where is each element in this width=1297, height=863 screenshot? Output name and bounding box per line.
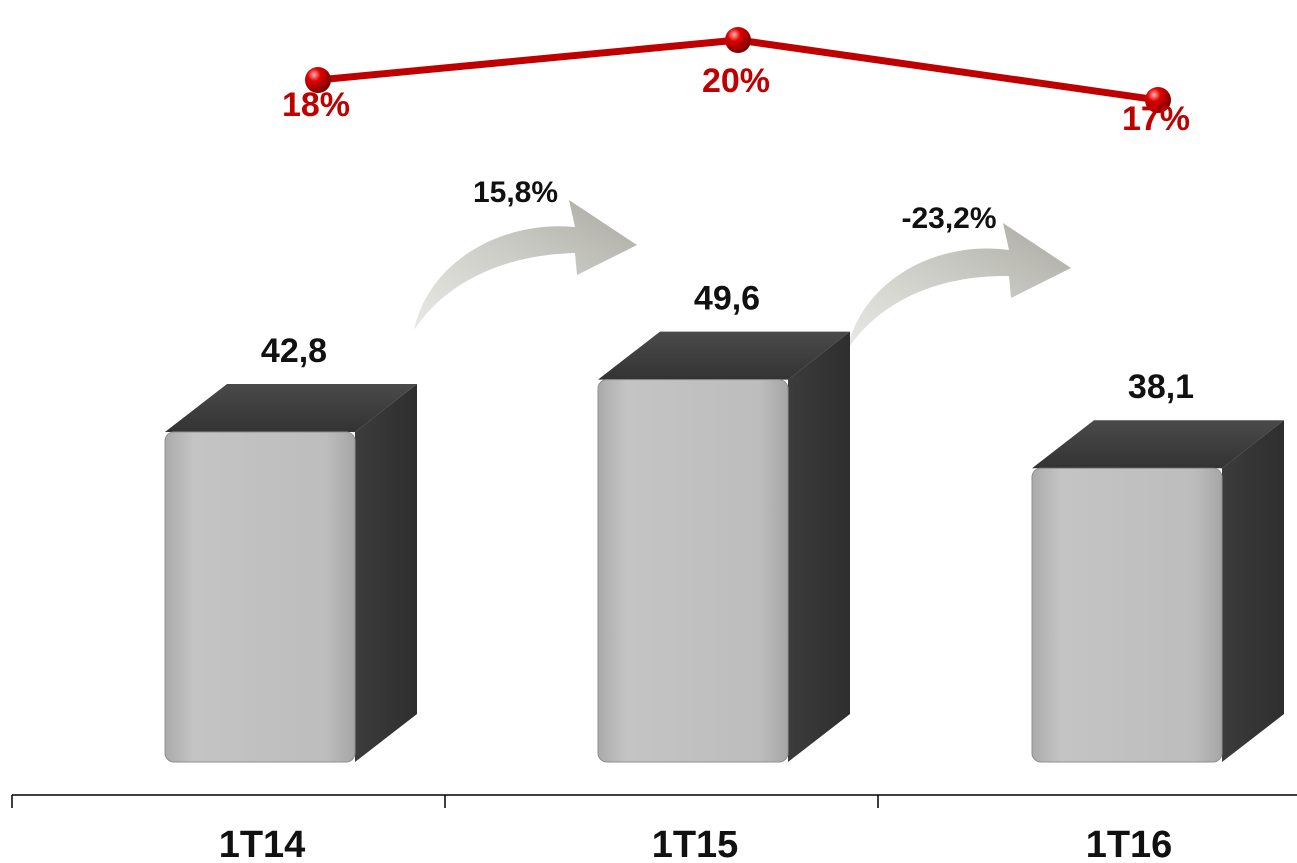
- bar-top-face: [165, 384, 417, 433]
- bar-1T16: [1031, 420, 1284, 763]
- bar-value-label: 42,8: [261, 332, 327, 370]
- bar-front-face: [597, 379, 789, 763]
- ratio-point: [305, 67, 331, 93]
- ratio-point: [1145, 87, 1171, 113]
- bar-value-labels: 42,8 49,6 38,1: [261, 280, 1194, 407]
- bar-value-label: 49,6: [694, 280, 760, 318]
- category-label: 1T14: [219, 824, 306, 863]
- bar-front-face: [1031, 467, 1223, 763]
- growth-arrows: [414, 200, 1071, 350]
- growth-arrow-shape: [847, 223, 1071, 350]
- bar-1T15: [597, 331, 850, 763]
- ratio-point: [725, 27, 751, 53]
- growth-label: -23,2%: [901, 202, 996, 235]
- ratio-label: 18%: [282, 86, 350, 124]
- growth-arrow: [414, 200, 637, 330]
- bar-top-face: [1032, 420, 1284, 469]
- category-labels: 1T14 1T15 1T16: [219, 824, 1173, 863]
- bar-side-face: [355, 384, 417, 762]
- bars: [164, 331, 1284, 763]
- growth-arrow-shape: [414, 200, 637, 330]
- bar-side-face: [788, 331, 850, 762]
- x-axis: [11, 794, 1297, 808]
- ratio-line: 18% 20% 17%: [282, 27, 1190, 138]
- growth-arrow: [847, 223, 1071, 350]
- bar-top-face: [598, 331, 850, 380]
- bar-1T14: [164, 384, 417, 763]
- ratio-label: 17%: [1122, 100, 1190, 138]
- growth-labels: 15,8% -23,2%: [473, 176, 997, 235]
- bar-side-face: [1222, 420, 1284, 762]
- category-label: 1T15: [652, 824, 739, 863]
- ratio-label: 20%: [702, 62, 770, 100]
- category-label: 1T16: [1086, 824, 1173, 863]
- bar-value-label: 38,1: [1128, 368, 1194, 406]
- bar-front-face: [164, 431, 356, 763]
- growth-label: 15,8%: [473, 176, 558, 209]
